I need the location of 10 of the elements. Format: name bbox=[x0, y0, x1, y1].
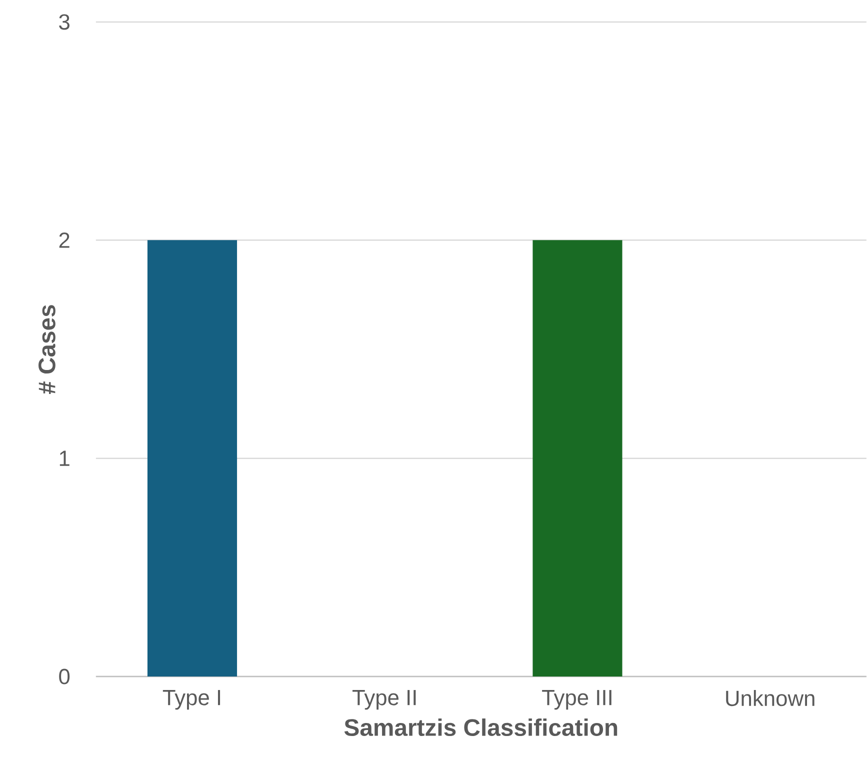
y-axis-title: # Cases bbox=[38, 304, 56, 394]
x-tick-label: Type II bbox=[352, 690, 416, 710]
y-tick-label: 1 bbox=[60, 450, 70, 466]
y-tick-label: 2 bbox=[59, 232, 70, 248]
y-tick-label: 0 bbox=[59, 668, 70, 684]
x-tick-label: Type III bbox=[542, 690, 612, 710]
y-tick-label: 3 bbox=[59, 14, 70, 30]
x-tick-label: Unknown bbox=[726, 690, 814, 706]
x-tick-label: Type I bbox=[162, 690, 220, 710]
x-axis-title: Samartzis Classification bbox=[344, 718, 618, 736]
